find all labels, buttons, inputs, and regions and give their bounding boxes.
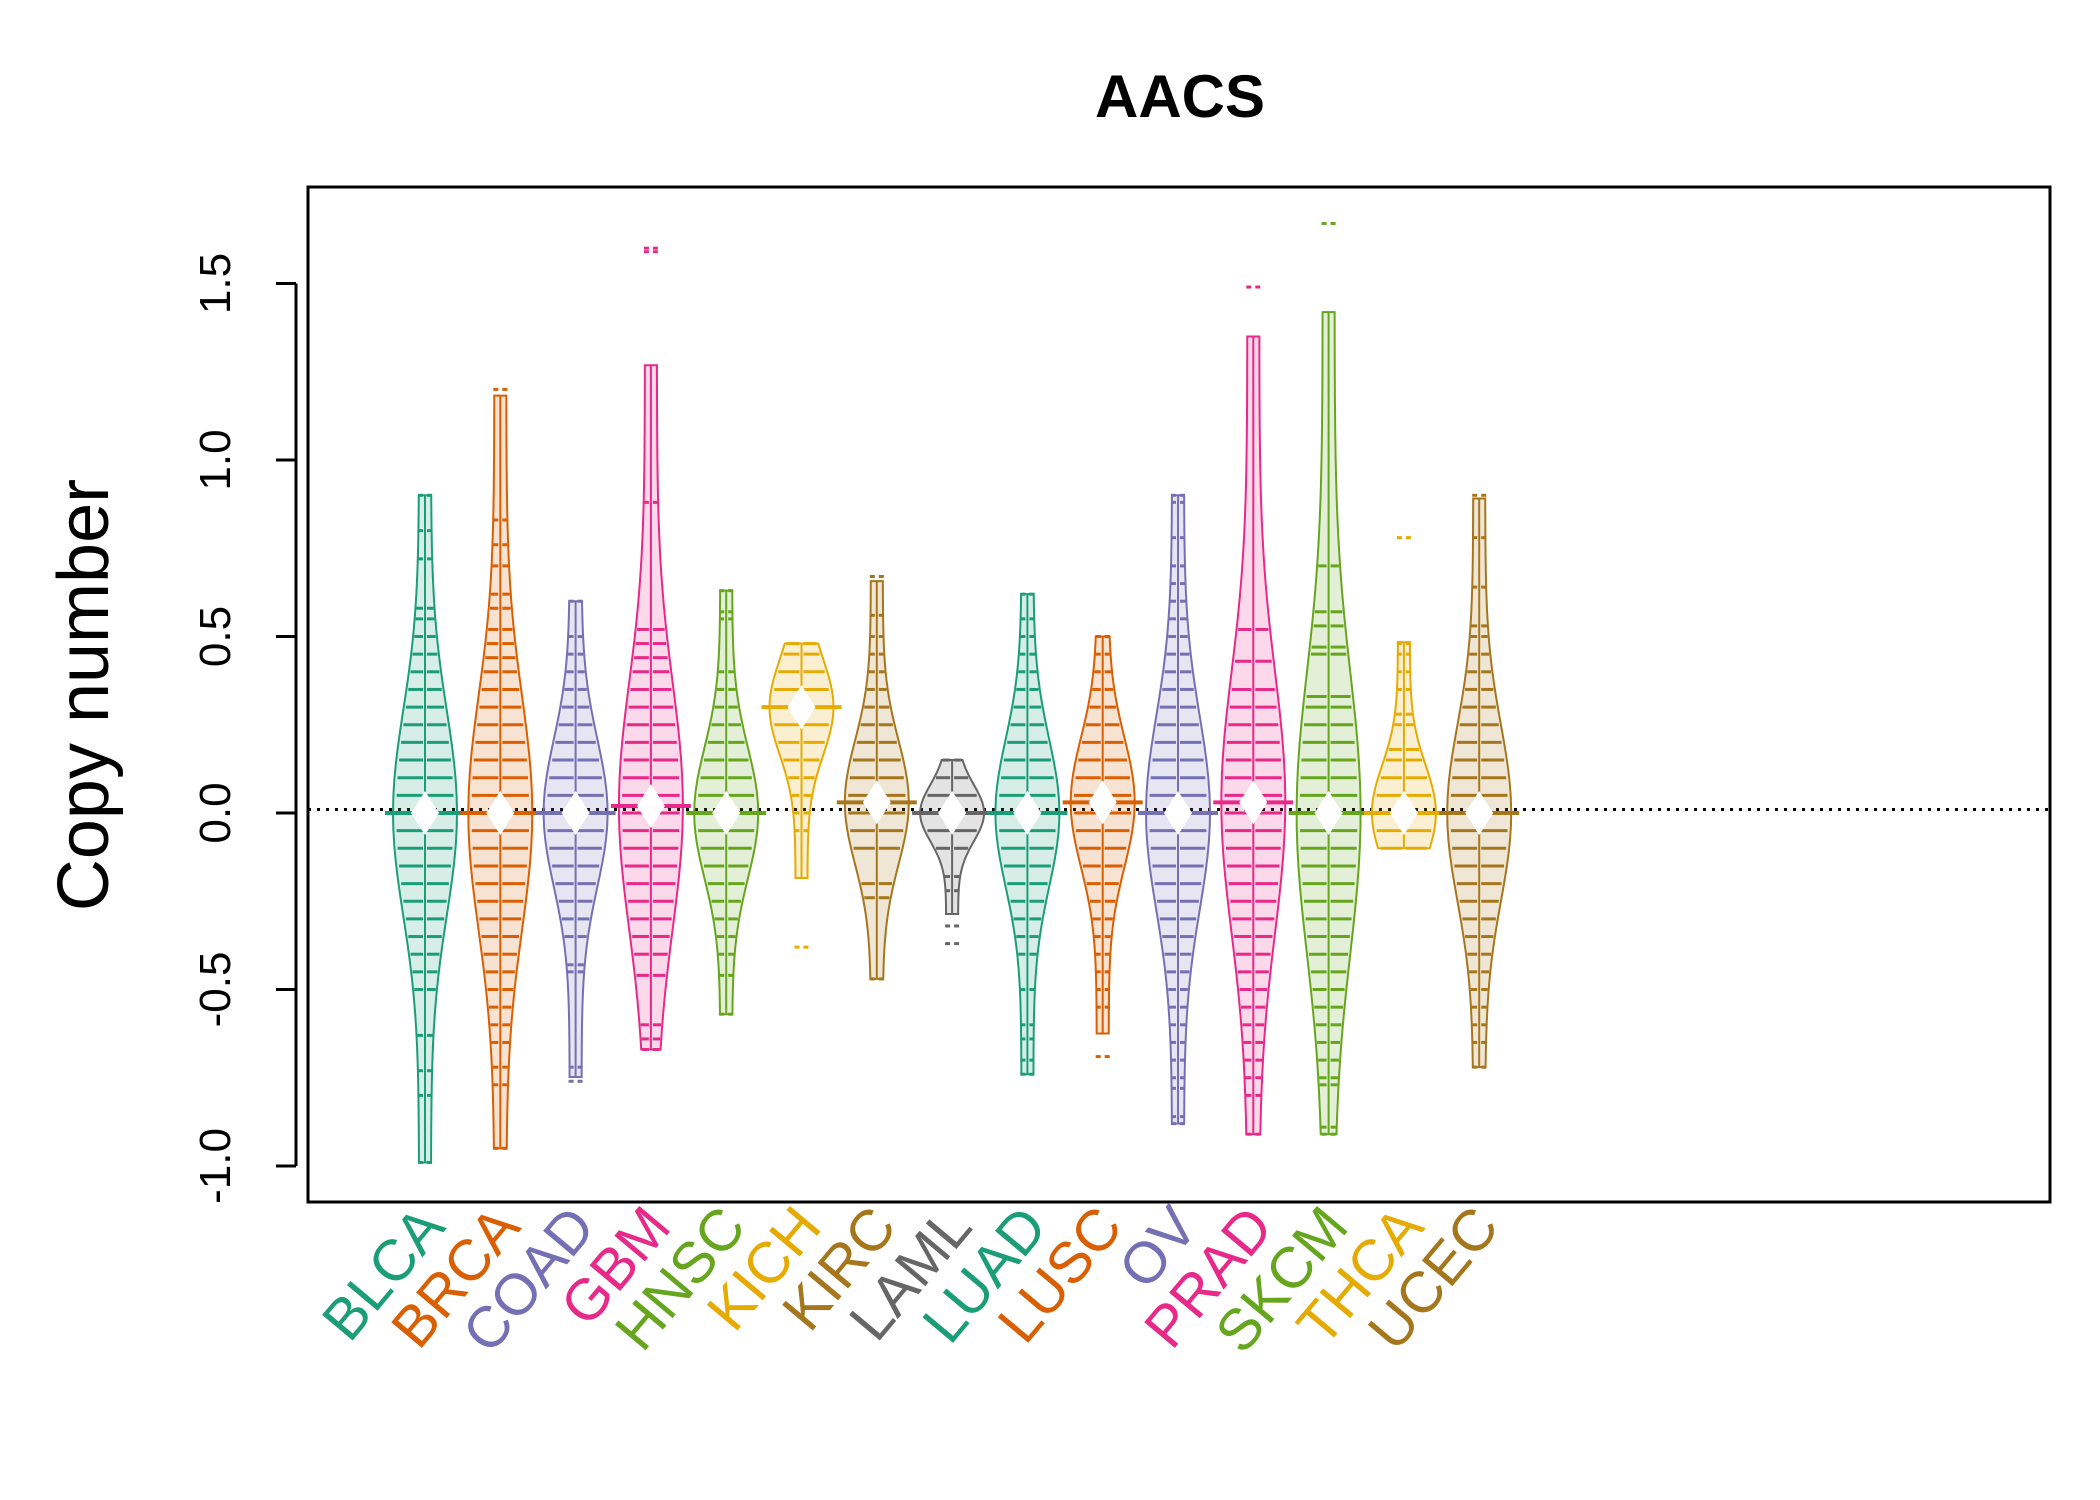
bean-laml bbox=[912, 758, 993, 946]
y-tick-label: -0.5 bbox=[191, 952, 240, 1028]
bean-thca bbox=[1363, 536, 1444, 850]
y-tick-label: 1.5 bbox=[191, 253, 240, 314]
y-tick-label: 1.0 bbox=[191, 429, 240, 490]
bean-luad bbox=[987, 592, 1068, 1076]
bean-center-marker bbox=[561, 791, 590, 835]
bean-center-marker bbox=[486, 791, 515, 835]
bean-skcm bbox=[1288, 221, 1369, 1136]
bean-ov bbox=[1138, 493, 1218, 1126]
bean-series-layer bbox=[385, 221, 1520, 1164]
chart-title: AACS bbox=[1095, 63, 1265, 130]
bean-ucec bbox=[1439, 493, 1520, 1069]
bean-prad bbox=[1213, 285, 1294, 1136]
bean-brca bbox=[460, 387, 541, 1150]
bean-center-marker bbox=[938, 791, 967, 835]
y-axis: -1.0 -0.5 0.0 0.5 1.0 1.5 bbox=[191, 253, 298, 1204]
y-axis-label: Copy number bbox=[44, 479, 124, 911]
bean-center-marker bbox=[862, 780, 891, 825]
bean-center-marker bbox=[1164, 791, 1192, 835]
bean-center-marker bbox=[787, 685, 816, 730]
bean-center-marker bbox=[1314, 791, 1343, 835]
y-tick-label: 0.5 bbox=[191, 606, 240, 667]
bean-center-marker bbox=[1239, 780, 1268, 825]
bean-blca bbox=[385, 493, 465, 1164]
bean-kich bbox=[761, 642, 842, 949]
bean-center-marker bbox=[411, 791, 439, 835]
bean-center-marker bbox=[1389, 791, 1418, 835]
bean-center-marker bbox=[1013, 791, 1042, 835]
bean-gbm bbox=[610, 246, 691, 1052]
bean-kirc bbox=[836, 574, 917, 981]
category-labels: BLCABRCACOADGBMHNSCKICHKIRCLAMLLUADLUSCO… bbox=[310, 1194, 1511, 1364]
bean-coad bbox=[535, 599, 616, 1083]
bean-center-marker bbox=[1465, 791, 1494, 835]
bean-center-marker bbox=[1088, 780, 1117, 825]
bean-center-marker bbox=[636, 783, 665, 828]
bean-lusc bbox=[1062, 635, 1143, 1059]
bean-hnsc bbox=[686, 589, 767, 1016]
bean-center-marker bbox=[712, 791, 741, 835]
y-tick-label: 0.0 bbox=[191, 782, 240, 843]
plot-area-frame bbox=[306, 185, 2052, 1204]
y-tick-label: -1.0 bbox=[191, 1128, 240, 1204]
